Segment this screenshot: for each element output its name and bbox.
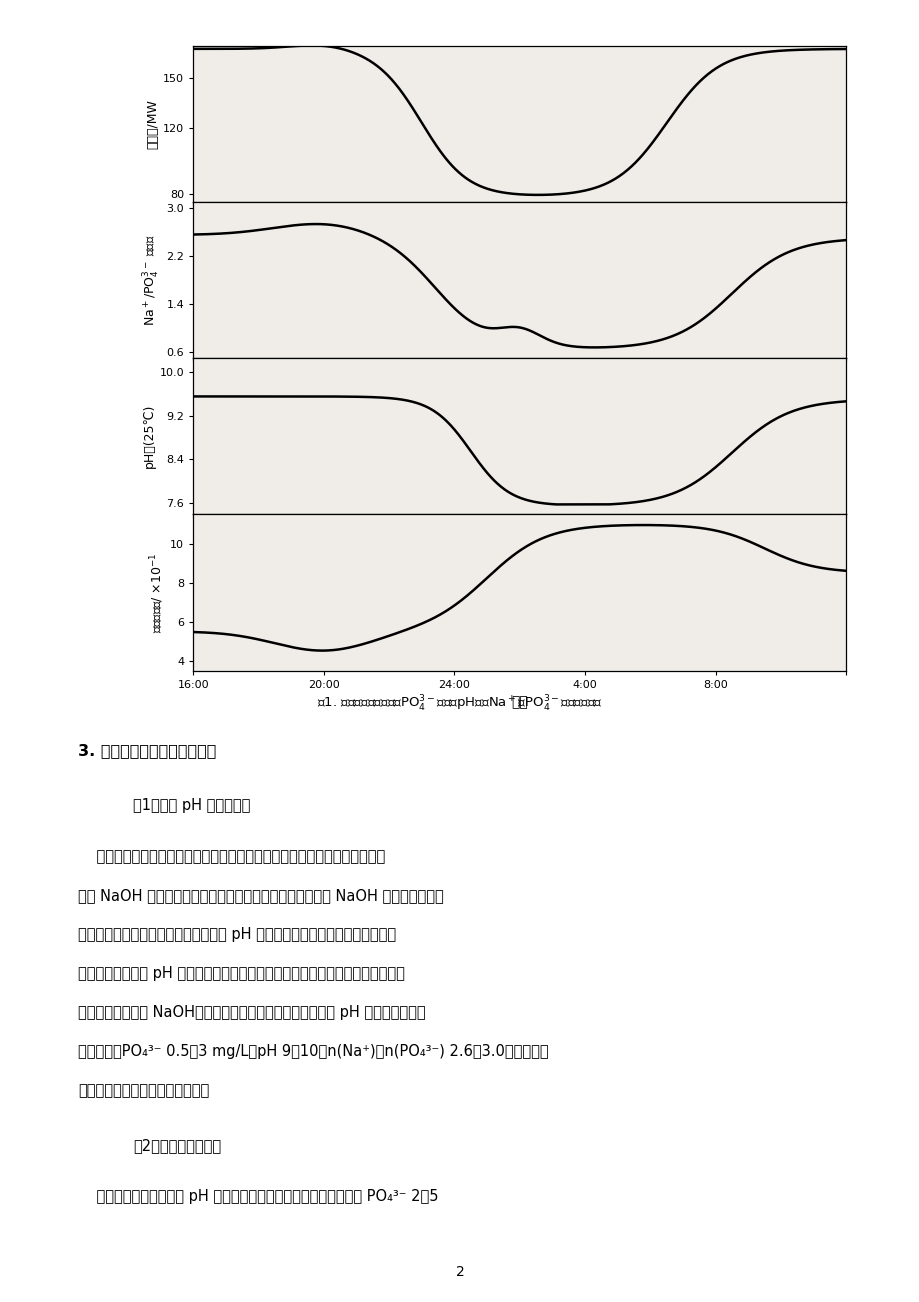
Text: 制指标为：PO₄³⁻ 0.5～3 mg/L，pH 9～10，n(Na⁺)：n(PO₄³⁻) 2.6～3.0。而且处理: 制指标为：PO₄³⁻ 0.5～3 mg/L，pH 9～10，n(Na⁺)：n(P…	[78, 1044, 549, 1060]
Text: （2）协调磷酸盐处理: （2）协调磷酸盐处理	[133, 1138, 221, 1154]
Text: 消除炉水中的游离 NaOH，以避免碱腐蚀或碱脆的发生。协调 pH 磷酸盐处理的控: 消除炉水中的游离 NaOH，以避免碱腐蚀或碱脆的发生。协调 pH 磷酸盐处理的控	[78, 1005, 425, 1021]
Text: 2: 2	[455, 1264, 464, 1279]
Y-axis label: pH值(25℃): pH值(25℃)	[142, 404, 155, 469]
X-axis label: 时间: 时间	[511, 695, 528, 710]
Text: 图1. 负荷降低时，炉水中PO$_4^{3-}$浓度、pH值及Na$^+$与PO$_4^{3-}$摩尔比的变化: 图1. 负荷降低时，炉水中PO$_4^{3-}$浓度、pH值及Na$^+$与PO…	[317, 694, 602, 713]
Text: 采用磷酸盐处理的锅炉，大多会发生磷酸盐暂时消失现象，在此过程产生的: 采用磷酸盐处理的锅炉，大多会发生磷酸盐暂时消失现象，在此过程产生的	[78, 849, 385, 865]
Text: （1）协调 pH 磷酸盐处理: （1）协调 pH 磷酸盐处理	[133, 798, 251, 814]
Y-axis label: 磷酸盐浓度/ ×10$^{-1}$: 磷酸盐浓度/ ×10$^{-1}$	[148, 552, 165, 633]
Text: 条件之一是机组不可做调峰运行。: 条件之一是机组不可做调峰运行。	[78, 1083, 210, 1099]
Text: 游离 NaOH 会导致碱性腐蚀或碱脆的发生，不仅如此，游离 NaOH 还会在高温金属: 游离 NaOH 会导致碱性腐蚀或碱脆的发生，不仅如此，游离 NaOH 还会在高温…	[78, 888, 444, 904]
Text: 表面或沉积物下浓缩而加速腐蚀。协调 pH 磷酸盐就是为了防止炉水发生碱性腐: 表面或沉积物下浓缩而加速腐蚀。协调 pH 磷酸盐就是为了防止炉水发生碱性腐	[78, 927, 396, 943]
Text: 3. 炉水磷酸盐处理的各种方法: 3. 炉水磷酸盐处理的各种方法	[78, 743, 216, 759]
Text: 协调磷酸盐处理与协调 pH 磷酸盐处理的原理相似，其控制指标为 PO₄³⁻ 2～5: 协调磷酸盐处理与协调 pH 磷酸盐处理的原理相似，其控制指标为 PO₄³⁻ 2～…	[78, 1189, 438, 1204]
Y-axis label: 净功率/MW: 净功率/MW	[146, 99, 159, 148]
Text: 蚀而提出的。协调 pH 磷酸盐的实质就是将炉水中的碱度全部转变为磷酸盐碱度，: 蚀而提出的。协调 pH 磷酸盐的实质就是将炉水中的碱度全部转变为磷酸盐碱度，	[78, 966, 404, 982]
Y-axis label: Na$^+$/PO$_4^{3-}$ 摩尔比: Na$^+$/PO$_4^{3-}$ 摩尔比	[142, 234, 162, 326]
